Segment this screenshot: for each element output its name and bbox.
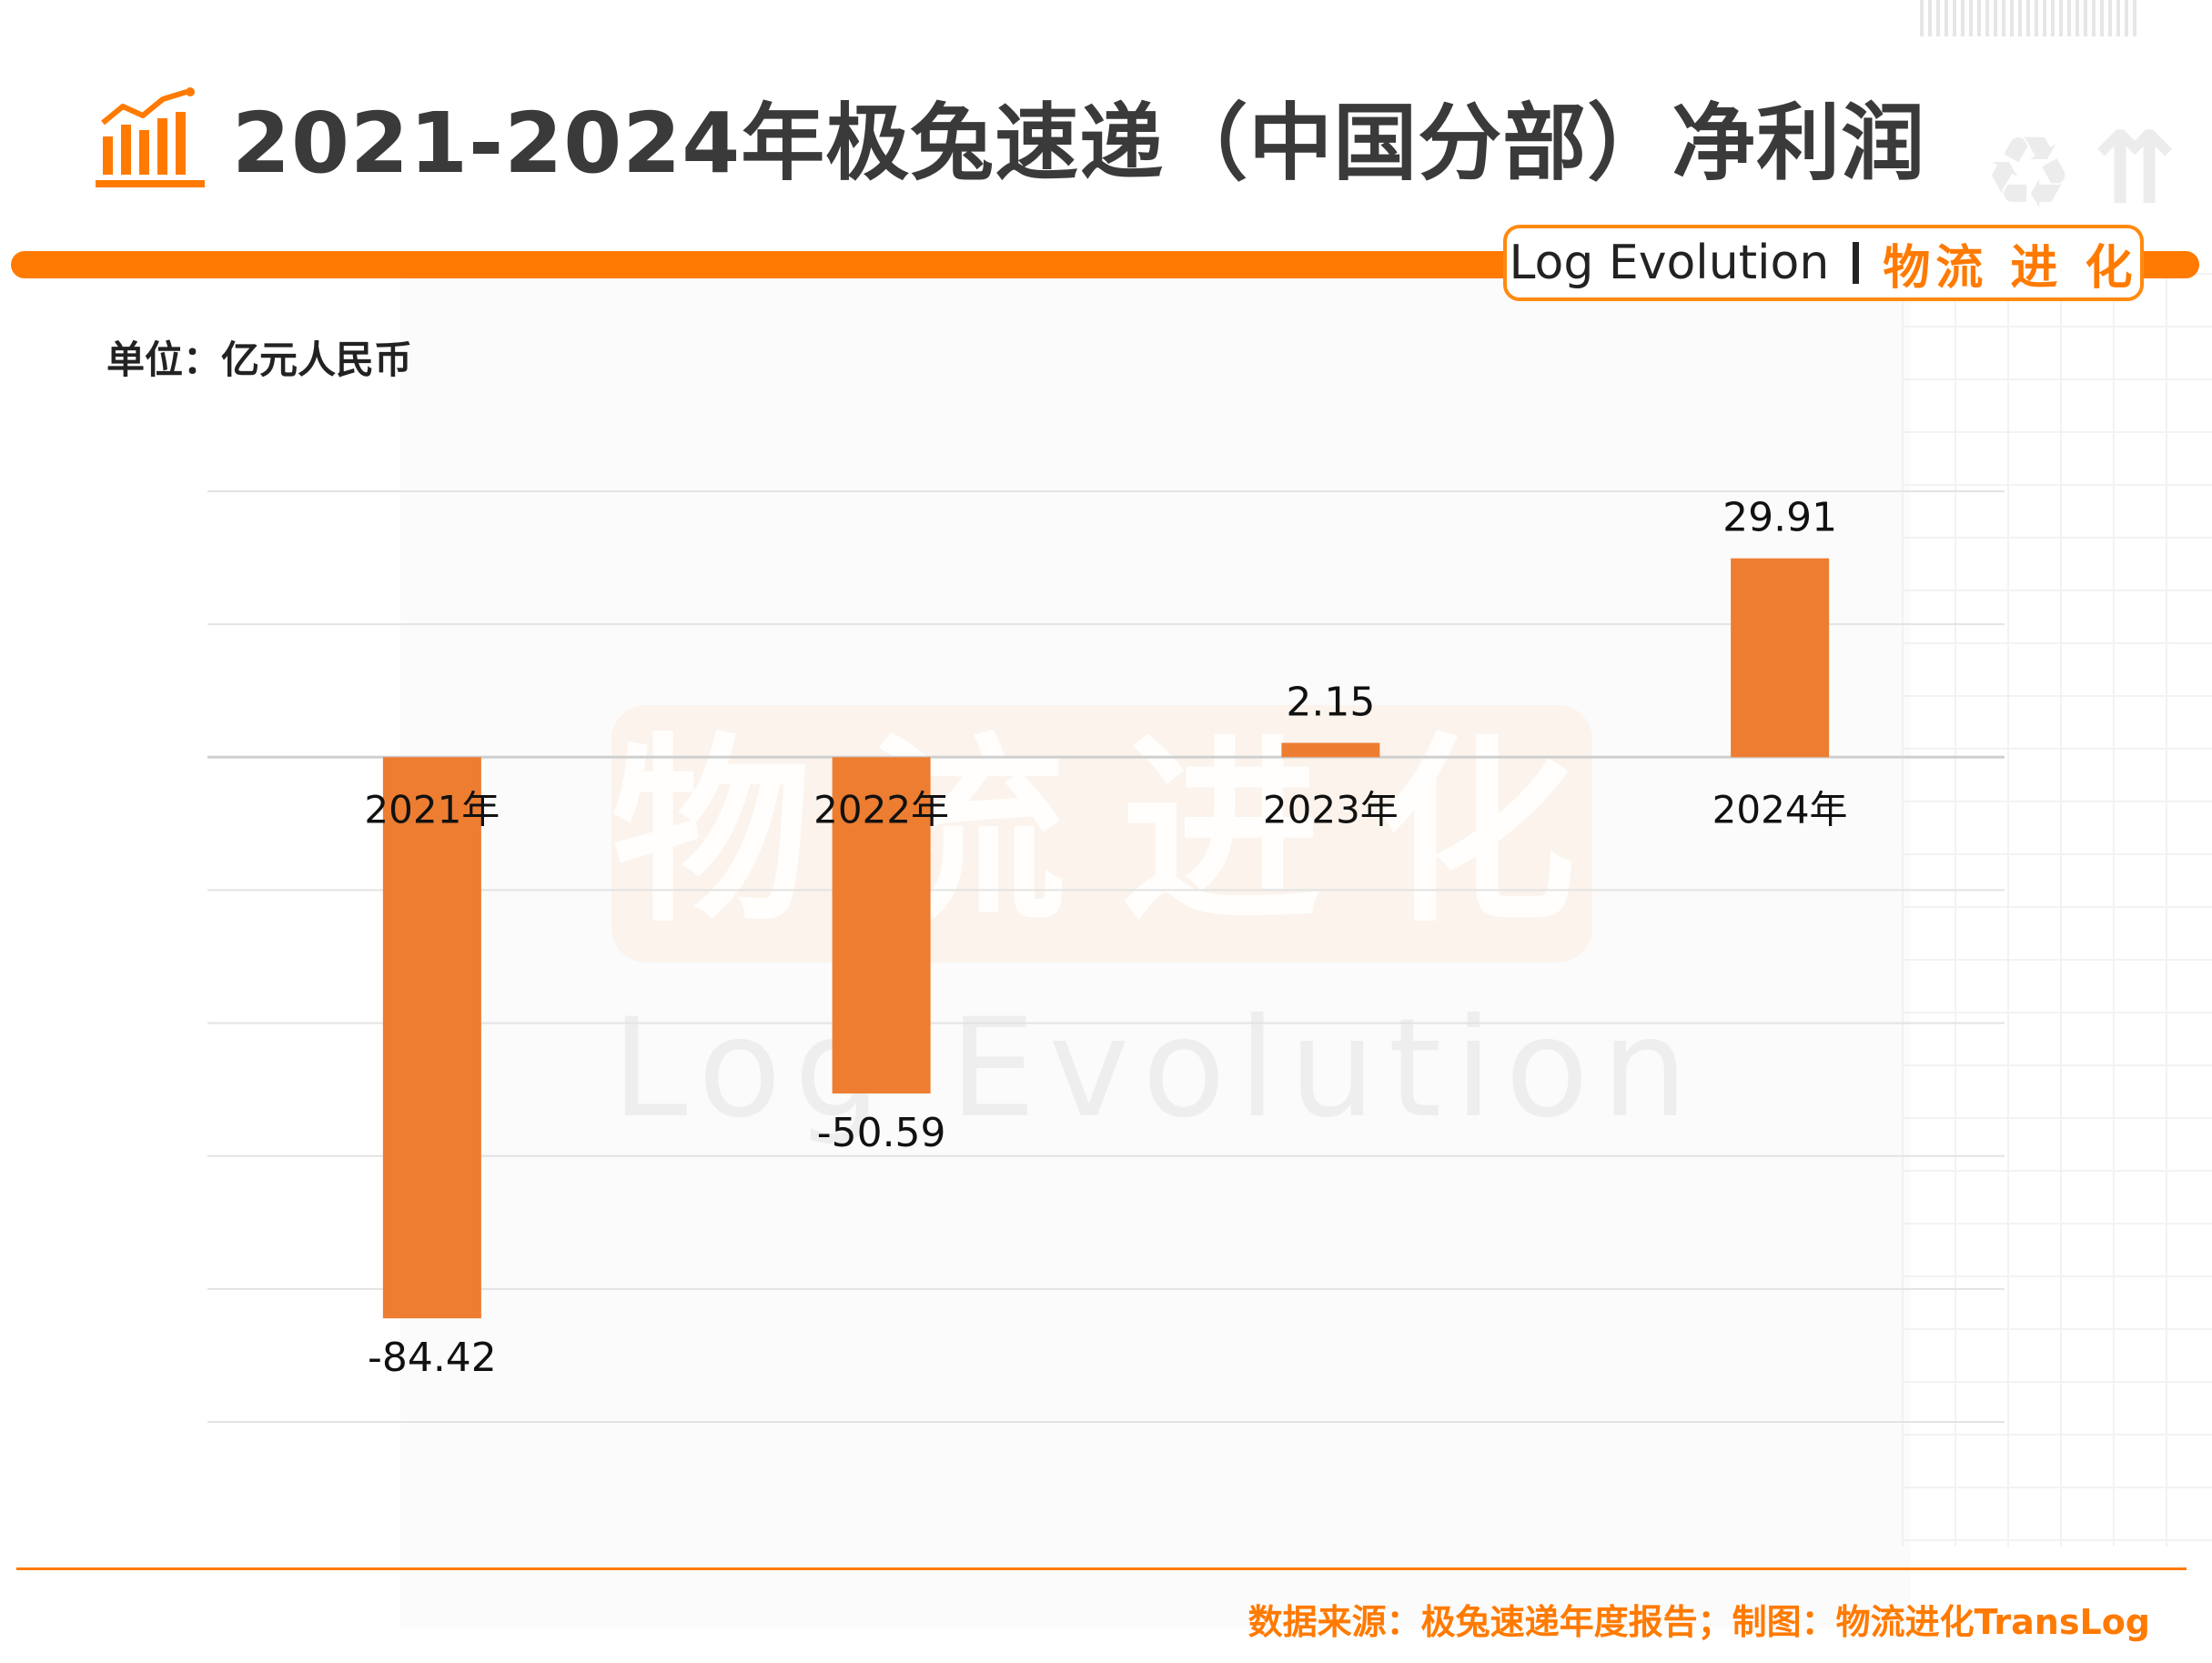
brand-name-en: Log Evolution: [1509, 236, 1830, 290]
x-tick-label: 2022年: [813, 787, 949, 832]
barcode-decoration: [1920, 0, 2138, 36]
background-grid-pattern: [1902, 273, 2212, 1547]
bar: [832, 757, 931, 1094]
background-panel: [400, 273, 1911, 1628]
data-label: -84.42: [368, 1335, 497, 1381]
data-label: 2.15: [1286, 680, 1375, 726]
up-arrows-icon: ⇈: [2093, 110, 2177, 227]
x-tick-label: 2021年: [364, 787, 500, 832]
bar: [1281, 742, 1380, 758]
bar: [382, 757, 481, 1319]
x-tick-label: 2023年: [1263, 787, 1399, 832]
data-label: 29.91: [1722, 495, 1837, 541]
gridlines: [207, 490, 2005, 1423]
brand-separator: [1853, 242, 1860, 284]
source-note: 数据来源：极兔速递年度报告；制图：物流进化TransLog: [1247, 1602, 2150, 1642]
brand-badge: Log Evolution 物流 进 化: [1503, 225, 2144, 301]
page-title: 2021-2024年极兔速递（中国分部）净利润: [232, 95, 1926, 192]
bar: [1731, 558, 1830, 758]
watermark-en: Log Evolution: [611, 990, 1701, 1148]
data-label: -50.59: [817, 1110, 946, 1156]
bar-chart-icon: [96, 87, 205, 187]
recycle-icon: ♻: [1984, 115, 2074, 231]
bars: [382, 558, 1830, 1319]
watermark-cn: 物流进化: [611, 716, 1631, 949]
brand-name-cn: 物流 进 化: [1883, 240, 2138, 296]
footer-divider: [16, 1567, 2187, 1570]
x-tick-label: 2024年: [1712, 787, 1848, 832]
unit-label: 单位：亿元人民币: [106, 338, 413, 382]
watermark-box: [611, 705, 1592, 963]
labels: 2021年 -84.42 2022年 -50.59 2023年 2.15 2024年 29.9…: [364, 495, 1847, 1381]
